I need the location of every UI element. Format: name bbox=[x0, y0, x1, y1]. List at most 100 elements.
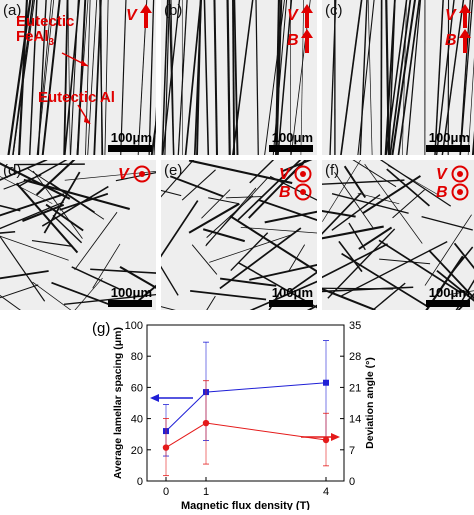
lamella-line bbox=[0, 236, 69, 261]
x-tick-label: 0 bbox=[163, 486, 169, 498]
velocity-out-of-plane-icon bbox=[133, 165, 151, 183]
lamella-line bbox=[161, 300, 187, 310]
angle-point bbox=[163, 444, 169, 450]
micrograph-panel-d: (d) V 100μm bbox=[0, 160, 156, 310]
scale-bar-line bbox=[426, 145, 470, 152]
plot-frame bbox=[147, 325, 344, 481]
spacing-series-line bbox=[166, 383, 326, 431]
scale-bar-line bbox=[426, 300, 470, 307]
velocity-label: V bbox=[445, 7, 456, 25]
field-label: B bbox=[287, 32, 299, 50]
scale-bar: 100μm bbox=[269, 130, 313, 152]
lamella-line bbox=[454, 247, 473, 271]
left-axis-arrowhead-icon bbox=[150, 394, 159, 402]
lamella-line bbox=[75, 212, 117, 270]
lamella-line bbox=[0, 202, 20, 211]
scale-bar: 100μm bbox=[426, 285, 470, 307]
field-out-of-plane-icon bbox=[451, 183, 469, 201]
lamella-line bbox=[349, 223, 365, 250]
lamella-line bbox=[227, 0, 229, 155]
field-label: B bbox=[445, 32, 457, 50]
velocity-label: V bbox=[118, 166, 129, 184]
lamella-line bbox=[256, 0, 258, 155]
panel-label: (d) bbox=[3, 162, 21, 179]
lamella-line bbox=[340, 0, 362, 155]
field-label: B bbox=[279, 184, 291, 202]
angle-series-line bbox=[166, 423, 326, 448]
spacing-point bbox=[323, 380, 329, 386]
lamella-line bbox=[178, 0, 187, 155]
lamella-line bbox=[381, 0, 382, 155]
scale-bar-line bbox=[108, 300, 152, 307]
velocity-out-of-plane-icon bbox=[294, 165, 312, 183]
lamella-line bbox=[393, 190, 425, 218]
lamella-line bbox=[90, 269, 156, 273]
y-right-tick-label: 28 bbox=[349, 351, 361, 363]
scale-bar: 100μm bbox=[426, 130, 470, 152]
scale-bar-label: 100μm bbox=[426, 285, 470, 300]
lamella-line bbox=[161, 261, 178, 296]
scale-bar-label: 100μm bbox=[426, 130, 470, 145]
lamella-line bbox=[204, 0, 208, 155]
panel-label-g: (g) bbox=[92, 320, 110, 337]
scale-bar-line bbox=[269, 300, 313, 307]
y-right-tick-label: 14 bbox=[349, 414, 361, 426]
velocity-label: V bbox=[279, 166, 290, 184]
field-label: B bbox=[436, 184, 448, 202]
micrograph-panel-f: (f) V B 100μm bbox=[322, 160, 474, 310]
lamella-line bbox=[199, 296, 216, 310]
lamella-line bbox=[214, 0, 217, 155]
micrograph-panel-e: (e) V B 100μm bbox=[161, 160, 317, 310]
x-tick-label: 4 bbox=[323, 486, 329, 498]
right-axis-arrowhead-icon bbox=[331, 433, 340, 441]
x-axis-title: Magnetic flux density (T) bbox=[181, 500, 310, 510]
y-left-tick-label: 0 bbox=[137, 476, 143, 488]
lamella-line bbox=[161, 201, 198, 268]
angle-point bbox=[203, 420, 209, 426]
velocity-label: V bbox=[436, 166, 447, 184]
y-right-tick-label: 21 bbox=[349, 382, 361, 394]
panel-label: (b) bbox=[164, 2, 182, 19]
scale-bar-label: 100μm bbox=[269, 130, 313, 145]
micrograph-panel-a: (a) V Eutectic FeAl3 Eutectic Al 100μm bbox=[0, 0, 156, 155]
field-arrow-up-icon bbox=[458, 29, 472, 53]
velocity-arrow-up-icon bbox=[458, 4, 472, 28]
velocity-arrow-up-icon bbox=[300, 4, 314, 28]
lamella-line bbox=[226, 197, 262, 198]
y-right-tick-label: 35 bbox=[349, 320, 361, 332]
y-left-axis-title: Average lamellar spacing (μm) bbox=[112, 327, 124, 479]
y-right-tick-label: 7 bbox=[349, 445, 355, 457]
x-tick-label: 1 bbox=[203, 486, 209, 498]
lamella-line bbox=[265, 205, 317, 223]
micrograph-panel-b: (b) V B 100μm bbox=[161, 0, 317, 155]
scale-bar-label: 100μm bbox=[269, 285, 313, 300]
y-right-tick-label: 0 bbox=[349, 476, 355, 488]
lamella-line bbox=[52, 283, 110, 305]
scale-bar: 100μm bbox=[269, 285, 313, 307]
scale-bar: 100μm bbox=[108, 285, 152, 307]
lamella-line bbox=[192, 245, 217, 275]
lamella-line bbox=[422, 217, 473, 230]
y-right-axis-title: Deviation angle (°) bbox=[364, 357, 376, 449]
y-left-tick-label: 100 bbox=[125, 320, 143, 332]
lamella-line bbox=[208, 198, 238, 204]
y-left-tick-label: 80 bbox=[131, 351, 143, 363]
scale-bar: 100μm bbox=[108, 130, 152, 152]
panel-label: (e) bbox=[164, 162, 182, 179]
lamella-line bbox=[93, 244, 120, 288]
scale-bar-label: 100μm bbox=[108, 285, 152, 300]
scale-bar-line bbox=[269, 145, 313, 152]
scale-bar-label: 100μm bbox=[108, 130, 152, 145]
lamella-line bbox=[0, 232, 15, 235]
field-arrow-up-icon bbox=[300, 29, 314, 53]
lamella-line bbox=[233, 0, 234, 155]
panel-label: (c) bbox=[325, 2, 343, 19]
y-left-tick-label: 40 bbox=[131, 414, 143, 426]
y-left-tick-label: 20 bbox=[131, 445, 143, 457]
scale-bar-line bbox=[108, 145, 152, 152]
field-out-of-plane-icon bbox=[294, 183, 312, 201]
lamella-line bbox=[209, 235, 291, 263]
y-left-tick-label: 60 bbox=[131, 382, 143, 394]
